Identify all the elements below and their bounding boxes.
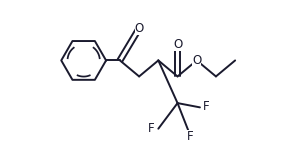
Text: O: O [135,22,144,35]
Text: O: O [173,38,182,51]
Text: F: F [203,100,210,113]
Text: F: F [187,130,194,143]
Text: F: F [148,122,155,135]
Text: O: O [192,54,201,67]
